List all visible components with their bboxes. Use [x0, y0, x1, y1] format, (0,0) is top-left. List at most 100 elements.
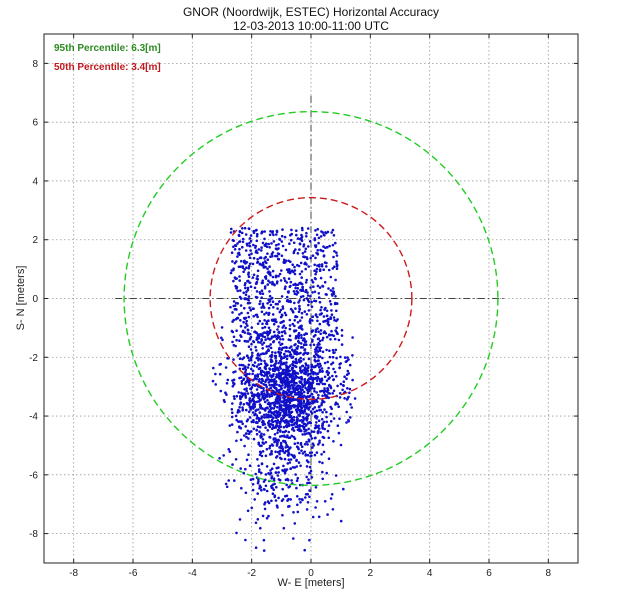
data-point — [325, 379, 329, 383]
data-point — [330, 231, 334, 234]
data-point — [315, 409, 319, 413]
data-point — [321, 461, 324, 465]
data-point — [330, 293, 334, 296]
data-point — [309, 256, 313, 260]
data-point — [342, 487, 345, 491]
data-point — [303, 372, 306, 375]
data-point — [247, 380, 250, 384]
data-point — [303, 404, 307, 408]
data-point — [259, 341, 262, 344]
data-point — [321, 477, 325, 481]
data-point — [278, 238, 282, 241]
data-point — [274, 274, 278, 278]
data-point — [284, 332, 287, 335]
data-point — [279, 425, 283, 429]
data-point — [255, 239, 259, 243]
data-point — [297, 310, 301, 314]
data-point — [263, 319, 266, 322]
data-point — [269, 469, 272, 472]
data-point — [246, 324, 249, 327]
data-point — [269, 386, 272, 390]
data-point — [232, 371, 235, 374]
data-point — [248, 399, 251, 402]
data-point — [243, 317, 247, 321]
data-point — [296, 425, 299, 429]
data-point — [345, 421, 348, 424]
data-point — [259, 292, 262, 295]
data-point — [291, 398, 295, 401]
data-point — [264, 478, 267, 482]
data-point — [300, 378, 304, 381]
data-point — [214, 383, 217, 386]
data-point — [288, 242, 291, 245]
data-point — [331, 243, 335, 247]
data-point — [309, 369, 313, 372]
data-point — [331, 374, 334, 378]
data-point — [244, 425, 247, 428]
data-point — [255, 400, 258, 404]
data-point — [310, 393, 314, 396]
data-point — [301, 421, 304, 424]
data-point — [278, 359, 282, 363]
data-point — [322, 233, 326, 236]
data-point — [279, 338, 282, 341]
data-point — [233, 304, 237, 308]
data-point — [252, 256, 256, 260]
data-point — [230, 227, 233, 231]
data-point — [260, 306, 263, 309]
data-point — [263, 416, 266, 419]
data-point — [304, 281, 308, 284]
data-point — [222, 454, 225, 457]
data-point — [278, 422, 282, 426]
data-point — [302, 343, 306, 347]
data-point — [297, 336, 300, 340]
data-point — [265, 447, 269, 451]
data-point — [243, 392, 247, 395]
data-point — [289, 338, 292, 342]
data-point — [313, 277, 317, 280]
data-point — [280, 240, 284, 243]
data-point — [314, 272, 317, 276]
data-point — [269, 374, 272, 377]
data-point — [271, 231, 274, 234]
data-point — [250, 354, 254, 357]
data-point — [305, 235, 308, 238]
data-point — [286, 499, 289, 502]
data-point — [275, 373, 278, 376]
data-point — [250, 326, 254, 329]
data-point — [308, 489, 311, 492]
data-point — [303, 255, 307, 259]
data-point — [277, 257, 280, 261]
data-point — [310, 365, 313, 369]
data-point — [285, 483, 289, 487]
data-point — [313, 263, 317, 267]
data-point — [258, 334, 262, 337]
data-point — [262, 306, 266, 309]
data-point — [266, 429, 270, 432]
data-point — [293, 272, 297, 276]
data-point — [275, 366, 279, 370]
data-point — [236, 255, 239, 258]
data-point — [284, 248, 288, 252]
data-point — [305, 459, 309, 462]
data-point — [263, 230, 267, 233]
data-point — [236, 242, 239, 245]
data-point — [247, 363, 251, 367]
data-point — [300, 336, 303, 340]
data-point — [295, 421, 298, 425]
data-point — [257, 443, 261, 446]
data-point — [270, 420, 274, 423]
data-point — [281, 498, 285, 501]
data-point — [283, 329, 286, 333]
data-point — [248, 253, 251, 257]
data-point — [332, 389, 336, 393]
data-point — [274, 335, 278, 338]
data-point — [300, 289, 303, 293]
data-point — [320, 377, 324, 381]
data-point — [276, 506, 279, 509]
data-point — [276, 252, 280, 255]
data-point — [244, 322, 248, 325]
data-point — [288, 350, 292, 354]
data-point — [334, 301, 337, 305]
data-point — [338, 396, 342, 399]
